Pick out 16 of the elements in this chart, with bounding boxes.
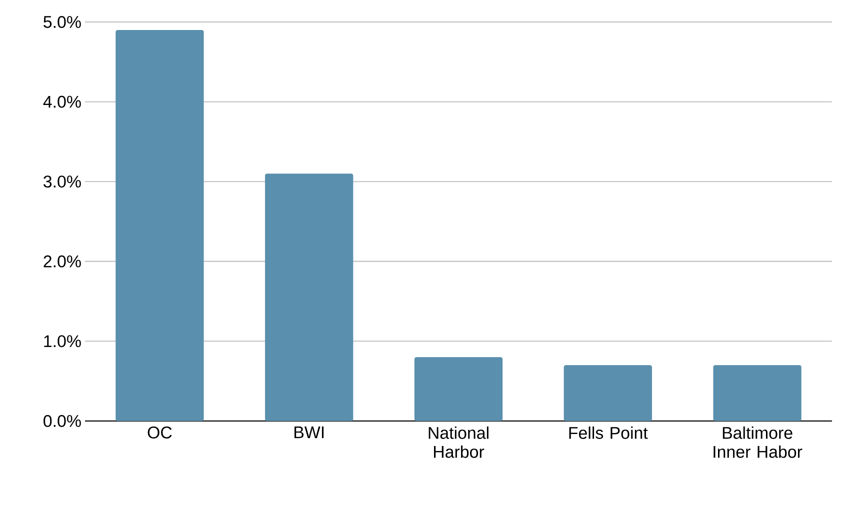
x-tick-label: National Harbor	[428, 426, 488, 458]
x-tick-label: BWI	[294, 426, 324, 438]
y-tick-label: 2.0%	[44, 255, 81, 268]
x-tick-label: Fells Point	[569, 426, 648, 439]
bar	[414, 357, 503, 421]
y-tick-label: 3.0%	[44, 176, 81, 188]
y-tick-label: 1.0%	[44, 335, 81, 348]
bar	[713, 365, 802, 421]
bar	[265, 174, 354, 421]
bar	[116, 30, 204, 421]
bar	[564, 365, 652, 421]
y-tick-label: 0.0%	[44, 414, 81, 427]
y-tick-label: 4.0%	[43, 96, 81, 108]
x-tick-label: OC	[148, 426, 172, 438]
x-tick-label: Baltimore Inner Habor	[714, 426, 802, 458]
y-tick-label: 5.0%	[44, 16, 81, 28]
